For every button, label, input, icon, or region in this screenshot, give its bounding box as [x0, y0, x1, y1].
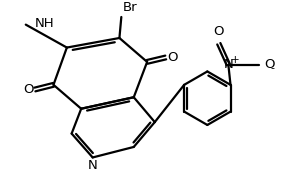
Text: Br: Br — [123, 1, 138, 14]
Text: +: + — [231, 55, 239, 65]
Text: -: - — [270, 64, 274, 74]
Text: N: N — [88, 159, 98, 172]
Text: N: N — [224, 58, 233, 71]
Text: NH: NH — [35, 17, 54, 30]
Text: O: O — [23, 83, 34, 96]
Text: O: O — [265, 58, 275, 71]
Text: O: O — [214, 25, 224, 38]
Text: O: O — [167, 51, 178, 64]
